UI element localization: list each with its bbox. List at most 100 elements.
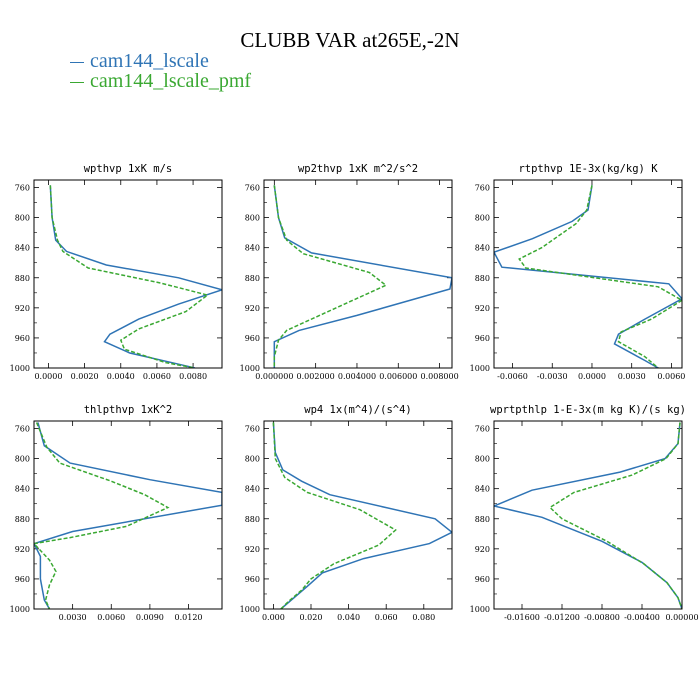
legend-label: cam144_lscale: [90, 50, 209, 72]
y-tick-label: 920: [245, 304, 260, 313]
y-tick-label: 920: [15, 304, 30, 313]
y-tick-label: 760: [15, 184, 30, 193]
y-tick-label: 880: [475, 515, 490, 524]
x-tick-label: 0.004000: [338, 372, 376, 381]
panel-title: wprtpthlp 1-E-3x(m kg K)/(s kg): [490, 404, 686, 416]
panel-frame: [33, 179, 223, 369]
x-tick-label: -0.0030: [537, 372, 568, 381]
x-tick-label: 0.0080: [179, 372, 207, 381]
panel-frame: [493, 179, 683, 369]
y-tick-label: 960: [475, 334, 490, 343]
y-tick-label: 760: [475, 425, 490, 434]
legend-item-lscale-pmf: cam144_lscale_pmf: [70, 70, 251, 93]
y-tick-label: 920: [245, 545, 260, 554]
y-tick-label: 840: [15, 485, 30, 494]
series-line-lscale-pmf: [518, 185, 682, 368]
y-tick-label: 880: [15, 274, 30, 283]
x-tick-label: 0.020: [300, 613, 323, 622]
y-tick-label: 800: [245, 455, 260, 464]
y-tick-label: 760: [245, 425, 260, 434]
y-tick-label: 760: [475, 184, 490, 193]
x-tick-label: 0.0030: [618, 372, 646, 381]
x-tick-label: -0.00400: [624, 613, 660, 622]
x-tick-label: 0.080: [412, 613, 435, 622]
y-tick-label: 920: [475, 304, 490, 313]
y-tick-label: 880: [475, 274, 490, 283]
y-tick-label: 920: [15, 545, 30, 554]
panel-3: rtpthvp 1E-3x(kg/kg) K 760 800 840 880 920 960…: [470, 163, 686, 381]
panel-6: wprtpthlp 1-E-3x(m kg K)/(s kg)760 800 840…: [470, 404, 699, 622]
y-tick-label: 840: [245, 244, 260, 253]
panel-frame: [493, 420, 683, 610]
x-tick-label: 0.00000: [665, 613, 698, 622]
y-tick-label: 1000: [240, 605, 260, 614]
y-tick-label: 960: [245, 334, 260, 343]
y-tick-label: 760: [15, 425, 30, 434]
x-tick-label: -0.0060: [497, 372, 528, 381]
y-tick-label: 1000: [240, 364, 260, 373]
x-tick-label: 0.0030: [59, 613, 87, 622]
legend-line-icon: [70, 81, 84, 83]
series-line-lscale: [273, 185, 452, 368]
x-tick-label: 0.000000: [255, 372, 293, 381]
series-line-lscale-pmf: [272, 422, 397, 609]
y-tick-label: 1000: [10, 364, 30, 373]
x-tick-label: 0.0040: [107, 372, 135, 381]
y-tick-label: 880: [245, 515, 260, 524]
y-tick-label: 840: [475, 485, 490, 494]
x-tick-label: 0.0020: [71, 372, 99, 381]
x-tick-label: 0.006000: [379, 372, 417, 381]
y-tick-label: 800: [15, 214, 30, 223]
x-tick-label: 0.0000: [34, 372, 62, 381]
x-tick-label: 0.000: [262, 613, 285, 622]
x-tick-label: 0.0120: [175, 613, 203, 622]
y-tick-label: 1000: [470, 364, 490, 373]
series-line-lscale: [272, 422, 452, 609]
y-tick-label: 960: [15, 334, 30, 343]
y-tick-label: 760: [245, 184, 260, 193]
series-line-lscale: [494, 422, 682, 609]
series-line-lscale: [494, 185, 682, 368]
panel-title: wp2thvp 1xK m^2/s^2: [298, 163, 418, 175]
y-tick-label: 800: [15, 455, 30, 464]
x-tick-label: 0.0060: [143, 372, 171, 381]
series-line-lscale-pmf: [548, 422, 682, 609]
legend-item-lscale: cam144_lscale: [70, 50, 209, 73]
y-tick-label: 960: [475, 575, 490, 584]
series-line-lscale-pmf: [34, 422, 170, 609]
panel-title: wpthvp 1xK m/s: [84, 163, 173, 175]
x-tick-label: 0.008000: [421, 372, 459, 381]
x-tick-label: -0.00800: [584, 613, 620, 622]
y-tick-label: 800: [475, 214, 490, 223]
panel-2: wp2thvp 1xK m^2/s^2 760 800 840 880 920 960 100…: [240, 163, 459, 381]
y-tick-label: 1000: [10, 605, 30, 614]
x-tick-label: 0.0060: [97, 613, 125, 622]
panel-1: wpthvp 1xK m/s 760 800 840 880 920 960 1000 0.00…: [10, 163, 223, 381]
series-line-lscale: [49, 185, 222, 368]
x-tick-label: 0.040: [337, 613, 360, 622]
y-tick-label: 920: [475, 545, 490, 554]
legend-label: cam144_lscale_pmf: [90, 70, 252, 92]
panel-title: thlpthvp 1xK^2: [84, 404, 173, 416]
panel-frame: [263, 179, 453, 369]
panel-frame: [263, 420, 453, 610]
y-tick-label: 840: [15, 244, 30, 253]
figure-title: CLUBB VAR at265E,-2N: [240, 28, 460, 52]
y-tick-label: 840: [245, 485, 260, 494]
series-line-lscale-pmf: [273, 185, 388, 368]
y-tick-label: 960: [15, 575, 30, 584]
series-line-lscale: [34, 422, 222, 609]
y-tick-label: 840: [475, 244, 490, 253]
y-tick-label: 800: [245, 214, 260, 223]
panel-frame: [33, 420, 223, 610]
panel-5: wp4 1x(m^4)/(s^4)76080084088092096010000…: [240, 404, 453, 622]
x-tick-label: 0.0090: [136, 613, 164, 622]
x-tick-label: 0.0000: [578, 372, 606, 381]
series-line-lscale-pmf: [49, 185, 210, 368]
y-tick-label: 880: [245, 274, 260, 283]
y-tick-label: 880: [15, 515, 30, 524]
x-tick-label: -0.01200: [544, 613, 580, 622]
panel-title: rtpthvp 1E-3x(kg/kg) K: [518, 163, 658, 175]
y-tick-label: 1000: [470, 605, 490, 614]
